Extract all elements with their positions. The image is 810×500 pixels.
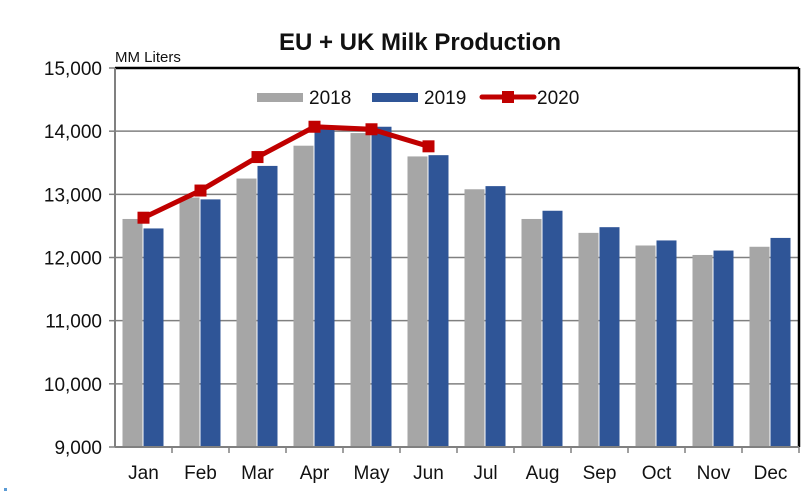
bar-2018-Oct xyxy=(635,245,656,447)
x-tick-label: Oct xyxy=(642,463,672,484)
legend-label-2020: 2020 xyxy=(537,88,579,109)
legend: 2018 2019 2020 xyxy=(257,88,579,109)
bar-2018-Apr xyxy=(293,145,314,447)
y-tick-label: 11,000 xyxy=(45,312,102,333)
bar-2019-Jul xyxy=(485,186,506,447)
corner-dot xyxy=(4,488,7,491)
legend-label-2019: 2019 xyxy=(424,88,466,109)
bar-2019-May xyxy=(371,126,392,448)
y-axis-unit-label: MM Liters xyxy=(115,49,181,66)
bar-2018-Jun xyxy=(407,156,428,447)
bar-2019-Mar xyxy=(257,165,278,448)
marker-2020-Jan xyxy=(137,211,150,224)
y-tick-label: 9,000 xyxy=(54,438,102,459)
bar-2018-Mar xyxy=(236,178,257,447)
x-tick-label: Aug xyxy=(526,463,560,484)
bar-2018-Jan xyxy=(122,218,143,447)
x-tick-label: Jun xyxy=(413,463,444,484)
x-tick-label: Jan xyxy=(128,463,159,484)
y-tick-label: 10,000 xyxy=(44,375,102,396)
chart-title: EU + UK Milk Production xyxy=(279,29,561,56)
marker-2020-Jun xyxy=(422,140,435,153)
marker-2020-May xyxy=(365,123,378,136)
x-tick-label: Mar xyxy=(241,463,274,484)
bar-2018-Sep xyxy=(578,232,599,447)
bar-2019-Oct xyxy=(656,240,677,447)
legend-swatch-2018 xyxy=(257,93,303,102)
line-series-2020 xyxy=(142,124,430,220)
bar-2019-Dec xyxy=(770,237,791,447)
x-tick-label: Dec xyxy=(754,463,788,484)
bar-2019-Nov xyxy=(713,250,734,447)
x-tick-label: Nov xyxy=(697,463,731,484)
x-tick-label: Sep xyxy=(583,463,617,484)
y-tick-label: 13,000 xyxy=(44,185,102,206)
y-tick-label: 15,000 xyxy=(44,59,102,80)
bar-2019-Aug xyxy=(542,210,563,447)
bar-2019-Apr xyxy=(314,128,335,447)
x-tick-label: Feb xyxy=(184,463,217,484)
bar-2018-Nov xyxy=(692,254,713,447)
y-tick-label: 14,000 xyxy=(44,122,102,143)
legend-marker-2020 xyxy=(502,91,514,103)
legend-swatch-2019 xyxy=(372,93,418,102)
bar-2018-Aug xyxy=(521,218,542,447)
bar-2019-Sep xyxy=(599,227,620,447)
x-tick-label: May xyxy=(354,463,390,484)
bar-2019-Jan xyxy=(143,228,164,447)
x-tick-label: Jul xyxy=(473,463,497,484)
bar-2019-Feb xyxy=(200,199,221,447)
bar-2018-Jul xyxy=(464,189,485,447)
marker-2020-Apr xyxy=(308,120,321,133)
legend-label-2018: 2018 xyxy=(309,88,351,109)
marker-2020-Mar xyxy=(251,151,264,164)
bar-2018-May xyxy=(350,133,371,448)
bar-2018-Dec xyxy=(749,246,770,447)
y-tick-label: 12,000 xyxy=(44,249,102,270)
marker-2020-Feb xyxy=(194,184,207,197)
bar-2018-Feb xyxy=(179,197,200,447)
bar-2019-Jun xyxy=(428,155,449,448)
x-tick-label: Apr xyxy=(300,463,330,484)
